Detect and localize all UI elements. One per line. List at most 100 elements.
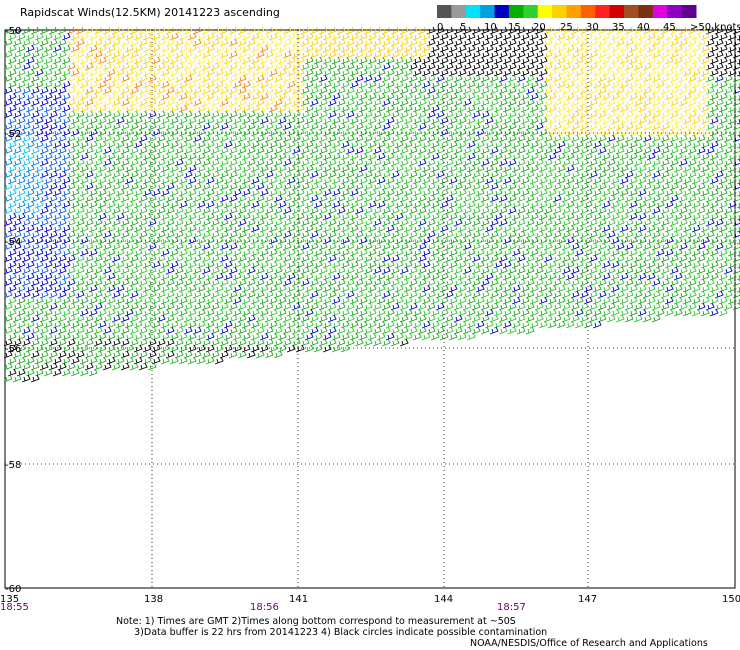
wind-barb (349, 332, 359, 341)
wind-barb (363, 242, 373, 251)
wind-barb (588, 230, 598, 239)
wind-barb (111, 278, 121, 287)
wind-barb (241, 224, 251, 233)
wind-barb (102, 134, 112, 143)
wind-barb (318, 134, 328, 143)
wind-barb (75, 338, 85, 347)
wind-barb (412, 32, 422, 41)
wind-barb (336, 254, 346, 263)
wind-barb (133, 164, 143, 173)
wind-barb (682, 308, 692, 317)
wind-barb (187, 116, 197, 125)
wind-barb (345, 194, 355, 203)
wind-barb (669, 38, 679, 47)
wind-barb (570, 86, 580, 95)
wind-barb (21, 374, 31, 383)
wind-barb (660, 110, 670, 119)
wind-barb (39, 38, 49, 47)
wind-barb (354, 86, 364, 95)
wind-barb (507, 158, 517, 167)
wind-barb (268, 236, 278, 245)
wind-barb (696, 254, 706, 263)
wind-barb (151, 200, 161, 209)
wind-barb (7, 308, 17, 317)
wind-barb (273, 326, 283, 335)
wind-barb (102, 38, 112, 47)
wind-barb (232, 56, 242, 65)
wind-barb (111, 26, 121, 35)
wind-barb (309, 182, 319, 191)
wind-barb (660, 74, 670, 83)
wind-barb (547, 284, 557, 293)
wind-barb (480, 110, 490, 119)
wind-barb (471, 50, 481, 59)
wind-barb (250, 212, 260, 221)
wind-barb (174, 62, 184, 71)
wind-barb (349, 56, 359, 65)
wind-barb (7, 224, 17, 233)
wind-barb (583, 80, 593, 89)
wind-barb (196, 272, 206, 281)
wind-barb (304, 260, 314, 269)
wind-barb (619, 80, 629, 89)
wind-barb (489, 314, 499, 323)
wind-barb (205, 164, 215, 173)
wind-barb (682, 68, 692, 77)
wind-barb (39, 86, 49, 95)
wind-barb (277, 320, 287, 329)
wind-barb (390, 86, 400, 95)
wind-barb (30, 362, 40, 371)
wind-barb (30, 158, 40, 167)
wind-barb (493, 56, 503, 65)
wind-barb (511, 176, 521, 185)
wind-barb (597, 62, 607, 71)
wind-barb (219, 182, 229, 191)
wind-barb (232, 128, 242, 137)
wind-barb (669, 266, 679, 275)
wind-barb (381, 290, 391, 299)
wind-barb (484, 284, 494, 293)
wind-barb (331, 152, 341, 161)
wind-barb (84, 338, 94, 347)
wind-barb (106, 68, 116, 77)
wind-barb (205, 296, 215, 305)
wind-barb (133, 332, 143, 341)
wind-barb (403, 164, 413, 173)
wind-barb (691, 56, 701, 65)
wind-barb (313, 128, 323, 137)
wind-barb (309, 158, 319, 167)
wind-barb (70, 248, 80, 257)
wind-barb (142, 308, 152, 317)
wind-barb (322, 296, 332, 305)
wind-barb (646, 248, 656, 257)
wind-barb (484, 224, 494, 233)
wind-barb (714, 38, 724, 47)
wind-barb (93, 302, 103, 311)
wind-barb (282, 326, 292, 335)
wind-barb (624, 134, 634, 143)
wind-barb (538, 44, 548, 53)
wind-barb (358, 248, 368, 257)
wind-barb (385, 332, 395, 341)
wind-barb (457, 152, 467, 161)
wind-barb (624, 146, 634, 155)
wind-barb (219, 50, 229, 59)
wind-barb (511, 224, 521, 233)
wind-barb (219, 134, 229, 143)
wind-barb (124, 320, 134, 329)
wind-barb (525, 242, 535, 251)
wind-barb (430, 56, 440, 65)
wind-barb (637, 236, 647, 245)
lat-label: -60 (5, 584, 21, 595)
wind-barb (664, 296, 674, 305)
wind-barb (372, 62, 382, 71)
wind-barb (120, 326, 130, 335)
wind-barb (223, 320, 233, 329)
wind-barb (444, 302, 454, 311)
wind-barb (489, 38, 499, 47)
wind-barb (471, 302, 481, 311)
wind-barb (228, 146, 238, 155)
wind-barb (493, 116, 503, 125)
wind-barb (12, 86, 22, 95)
wind-barb (556, 176, 566, 185)
